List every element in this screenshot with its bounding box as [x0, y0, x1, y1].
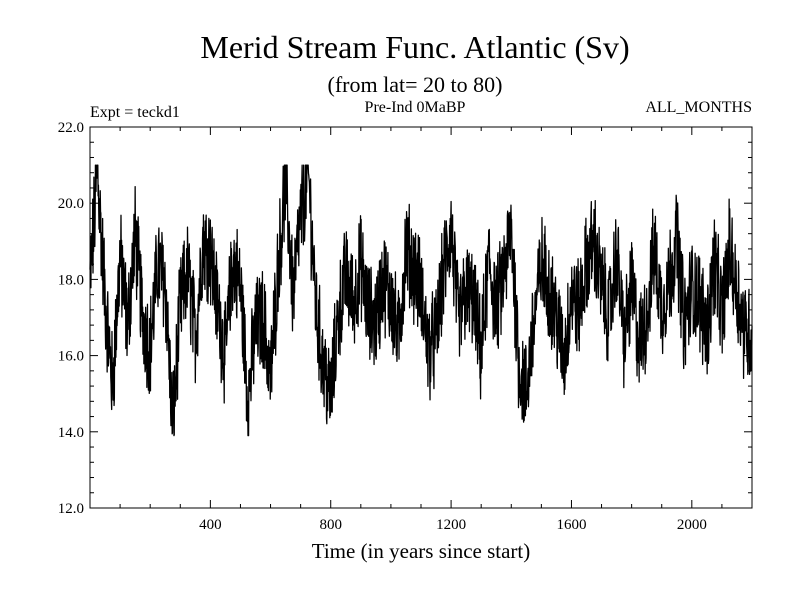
- x-tick-label: 800: [319, 517, 342, 533]
- x-axis-label: Time (in years since start): [312, 539, 531, 563]
- period-label: Pre-Ind 0MaBP: [365, 99, 466, 116]
- y-tick-label: 18.0: [58, 272, 84, 288]
- x-tick-label: 1600: [556, 517, 586, 533]
- series-line: [89, 164, 753, 437]
- y-tick-label: 12.0: [58, 501, 84, 517]
- experiment-label: Expt = teckd1: [90, 104, 180, 121]
- plot-area: 12.0 14.0 16.0 18.0 20.0 22.0 400 800 1200 1600 20…: [58, 120, 753, 533]
- chart-title: Merid Stream Func. Atlantic (Sv): [200, 29, 629, 65]
- chart-subtitle: (from lat= 20 to 80): [328, 72, 503, 97]
- y-tick-label: 16.0: [58, 349, 84, 365]
- y-tick-label: 20.0: [58, 196, 84, 212]
- x-tick-label: 1200: [436, 517, 466, 533]
- y-tick-label: 14.0: [58, 425, 84, 441]
- months-label: ALL_MONTHS: [645, 99, 752, 116]
- y-tick-label: 22.0: [58, 120, 84, 136]
- x-tick-label: 2000: [677, 517, 707, 533]
- x-tick-label: 400: [199, 517, 222, 533]
